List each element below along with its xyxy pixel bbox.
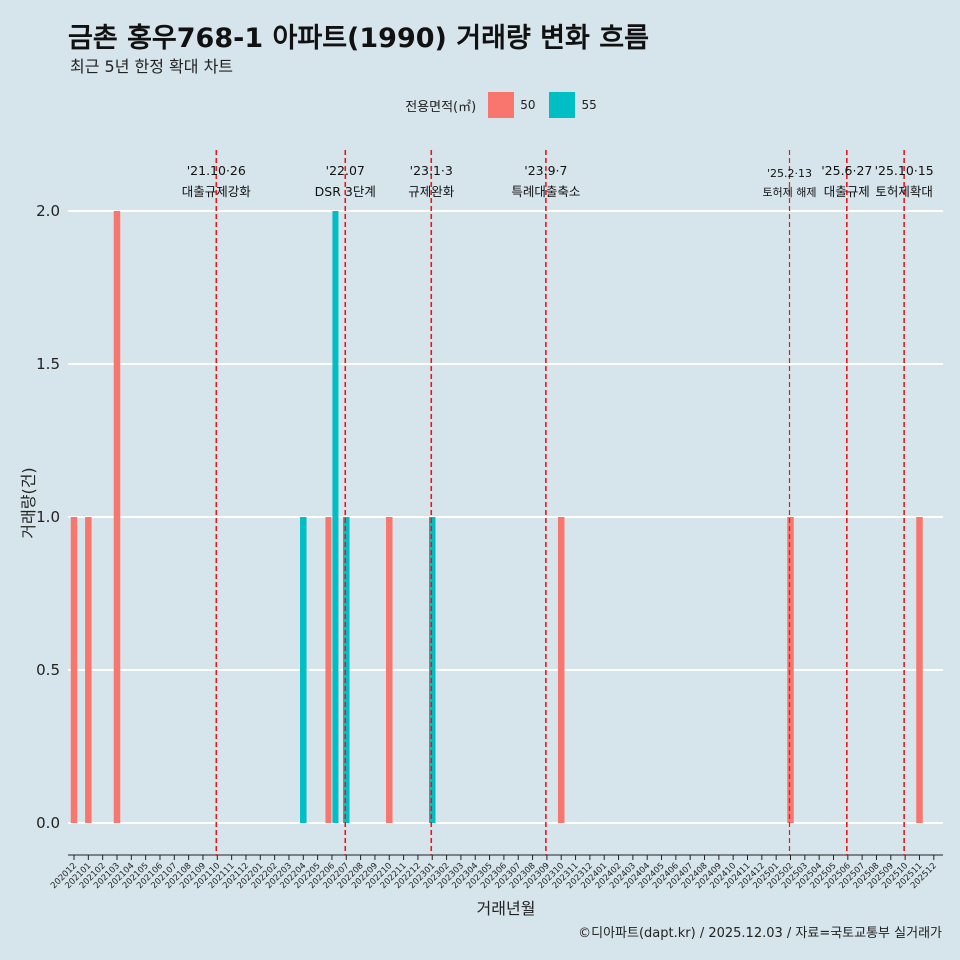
annotation-label-5: 대출규제 — [824, 184, 870, 199]
bar-50-202502 — [787, 517, 794, 823]
annotation-date-6: '25.10·15 — [875, 163, 934, 178]
legend-label-50: 50 — [520, 98, 536, 112]
bar-50-202206 — [325, 517, 332, 823]
bar-55-202204 — [300, 517, 307, 823]
bar-50-202310 — [557, 517, 565, 823]
bar-50-202012 — [70, 517, 78, 823]
annotation-label-2: 규제완화 — [408, 184, 455, 199]
annotation-date-0: '21.10·26 — [187, 163, 246, 178]
bar-50-202511 — [916, 517, 923, 823]
annotation-date-3: '23.9·7 — [524, 163, 567, 178]
bar-55-202301 — [429, 517, 436, 823]
y-tick-label-1: 0.5 — [36, 661, 60, 679]
annotation-label-1: DSR 3단계 — [315, 184, 376, 199]
chart-subtitle: 최근 5년 한정 확대 차트 — [70, 57, 234, 76]
annotation-label-6: 토허제확대 — [875, 184, 933, 199]
legend: 전용면적(㎡) 50 55 — [0, 92, 960, 118]
annotation-date-5: '25.6·27 — [821, 163, 872, 178]
bar-50-202101 — [85, 517, 92, 823]
legend-swatch-55 — [549, 92, 576, 118]
legend-swatch-50 — [488, 92, 515, 118]
chart-title: 금촌 홍우768-1 아파트(1990) 거래량 변화 흐름 — [68, 23, 649, 54]
legend-title: 전용면적(㎡) — [405, 99, 477, 115]
bar-55-202207 — [343, 517, 350, 823]
annotation-label-3: 특례대출축소 — [511, 184, 580, 199]
y-axis-label: 거래량(건) — [19, 467, 38, 538]
x-axis-label: 거래년월 — [477, 899, 536, 918]
y-tick-label-0: 0.0 — [36, 814, 60, 832]
annotation-date-1: '22.07 — [326, 163, 365, 178]
annotation-date-2: '23.1·3 — [410, 163, 453, 178]
chart-caption: ©디아파트(dapt.kr) / 2025.12.03 / 자료=국토교통부 실… — [578, 926, 942, 941]
y-tick-label-3: 1.5 — [36, 355, 60, 373]
annotation-label-0: 대출규제강화 — [182, 184, 252, 199]
legend-label-55: 55 — [581, 98, 597, 112]
annotation-label-4: 토허제 해제 — [762, 185, 816, 199]
bar-55-202206 — [332, 211, 339, 823]
y-tick-label-4: 2.0 — [36, 202, 60, 220]
bar-50-202210 — [386, 517, 393, 823]
bar-50-202103 — [113, 211, 121, 823]
annotation-date-4: '25.2·13 — [767, 167, 812, 180]
y-tick-label-2: 1.0 — [36, 508, 60, 526]
